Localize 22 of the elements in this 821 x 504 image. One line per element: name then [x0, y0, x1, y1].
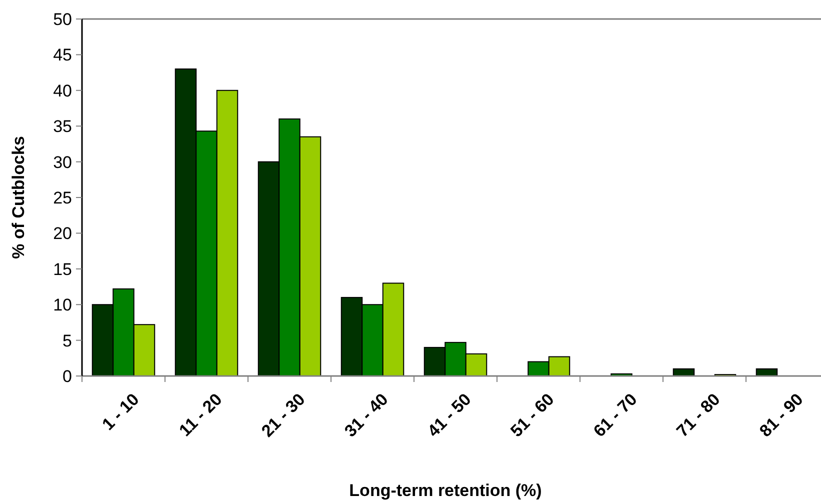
y-tick-label: 35: [53, 117, 72, 136]
x-tick-label: 61 - 70: [590, 390, 641, 441]
x-tick-label: 11 - 20: [176, 390, 226, 440]
y-tick-label: 50: [53, 10, 72, 29]
x-axis-title: Long-term retention (%): [349, 481, 542, 500]
x-tick-label: 51 - 60: [506, 390, 558, 441]
y-tick-label: 20: [53, 224, 72, 244]
y-tick-label: 40: [53, 81, 72, 100]
x-tick-label: 81 - 90: [756, 390, 807, 441]
x-tick-label: 1 - 10: [98, 390, 143, 434]
x-tick-label: 31 - 40: [340, 390, 392, 441]
y-tick-label: 45: [53, 46, 72, 65]
y-tick-label: 30: [53, 152, 72, 172]
y-tick-label: 0: [62, 366, 72, 386]
y-tick-label: 10: [53, 296, 72, 315]
y-tick-label: 25: [53, 188, 72, 208]
x-tick-label: 41 - 50: [424, 390, 475, 441]
x-tick-label: 71 - 80: [672, 390, 724, 441]
y-tick-label: 5: [62, 331, 72, 350]
y-tick-label: 15: [53, 260, 72, 279]
x-tick-label: 21 - 30: [258, 390, 309, 441]
y-axis-title: % of Cutblocks: [9, 136, 28, 259]
